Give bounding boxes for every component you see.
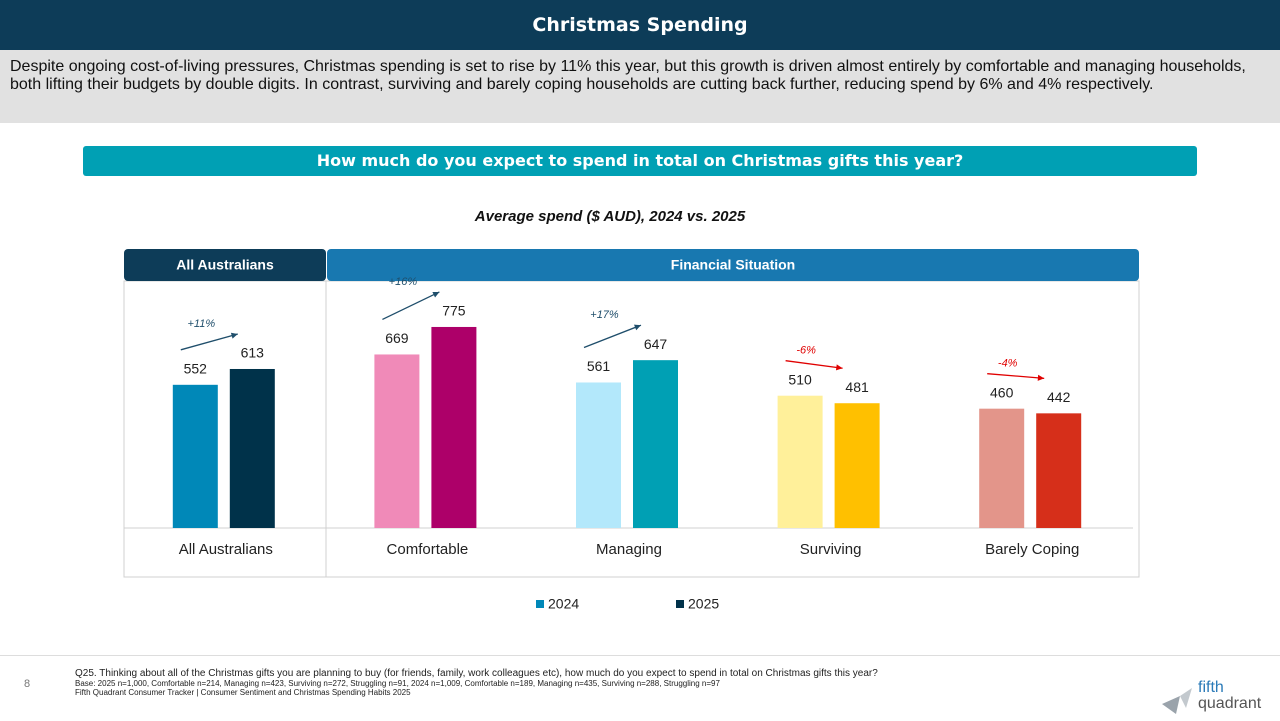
legend-label: 2024 xyxy=(548,596,579,612)
footnote-question: Q25. Thinking about all of the Christmas… xyxy=(75,668,878,679)
logo-text: fifth xyxy=(1198,679,1224,696)
bar xyxy=(172,384,218,528)
change-label: -6% xyxy=(796,345,816,357)
arrow-head xyxy=(432,291,440,298)
change-arrow xyxy=(583,324,642,349)
legend-swatch xyxy=(536,600,544,608)
bar xyxy=(229,368,275,528)
logo: fifth quadrant xyxy=(1162,679,1262,714)
change-label: +11% xyxy=(187,318,215,330)
footer: 8 Q25. Thinking about all of the Christm… xyxy=(0,655,1280,721)
summary: Despite ongoing cost-of-living pressures… xyxy=(0,50,1280,123)
change-label: -4% xyxy=(998,358,1018,370)
data-label: 460 xyxy=(990,384,1014,400)
question-banner: How much do you expect to spend in total… xyxy=(83,146,1197,176)
arrow-head xyxy=(835,364,843,371)
change-label: +16% xyxy=(389,276,418,288)
bar xyxy=(834,403,880,528)
data-label: 481 xyxy=(845,379,869,395)
data-label: 669 xyxy=(385,330,409,346)
chart-title: Average spend ($ AUD), 2024 vs. 2025 xyxy=(474,208,746,225)
bar xyxy=(431,326,477,528)
logo-text: quadrant xyxy=(1198,695,1262,712)
change-label: +17% xyxy=(590,309,619,321)
x-tick-label: All Australians xyxy=(179,541,273,558)
change-arrow xyxy=(382,291,440,321)
change-arrow xyxy=(180,333,238,351)
group-header xyxy=(124,249,326,281)
change-arrow xyxy=(987,373,1045,379)
legend-label: 2025 xyxy=(688,596,719,612)
arrow-head xyxy=(230,332,238,339)
arrow-head xyxy=(1037,374,1045,381)
data-label: 552 xyxy=(184,361,208,377)
header-title: Christmas Spending xyxy=(0,0,1280,50)
x-tick-label: Comfortable xyxy=(387,541,469,558)
footnotes: Q25. Thinking about all of the Christmas… xyxy=(75,668,878,697)
bar xyxy=(979,408,1025,528)
arrow-head xyxy=(634,324,641,331)
bar xyxy=(1036,413,1082,528)
data-label: 561 xyxy=(587,358,611,374)
group-header xyxy=(327,249,1139,281)
legend-swatch xyxy=(676,600,684,608)
data-label: 510 xyxy=(788,371,812,387)
change-arrow xyxy=(785,360,843,369)
data-label: 647 xyxy=(644,336,668,352)
group-header-label: Financial Situation xyxy=(671,257,795,273)
bar xyxy=(374,354,420,528)
page-number: 8 xyxy=(24,678,31,690)
chart: Average spend ($ AUD), 2024 vs. 2025 All… xyxy=(123,208,1140,612)
logo-icon xyxy=(1162,696,1180,714)
data-label: 775 xyxy=(442,303,466,319)
bar xyxy=(633,360,678,528)
footnote-source: Fifth Quadrant Consumer Tracker | Consum… xyxy=(75,688,411,697)
bar xyxy=(777,395,823,528)
bar xyxy=(576,382,621,528)
x-tick-label: Surviving xyxy=(800,541,862,558)
footnote-base: Base: 2025 n=1,000, Comfortable n=214, M… xyxy=(75,679,720,688)
data-label: 613 xyxy=(241,345,265,361)
logo-icon xyxy=(1180,688,1192,708)
data-label: 442 xyxy=(1047,389,1071,405)
group-header-label: All Australians xyxy=(176,257,274,273)
x-tick-label: Managing xyxy=(596,541,662,558)
x-tick-label: Barely Coping xyxy=(985,541,1079,558)
